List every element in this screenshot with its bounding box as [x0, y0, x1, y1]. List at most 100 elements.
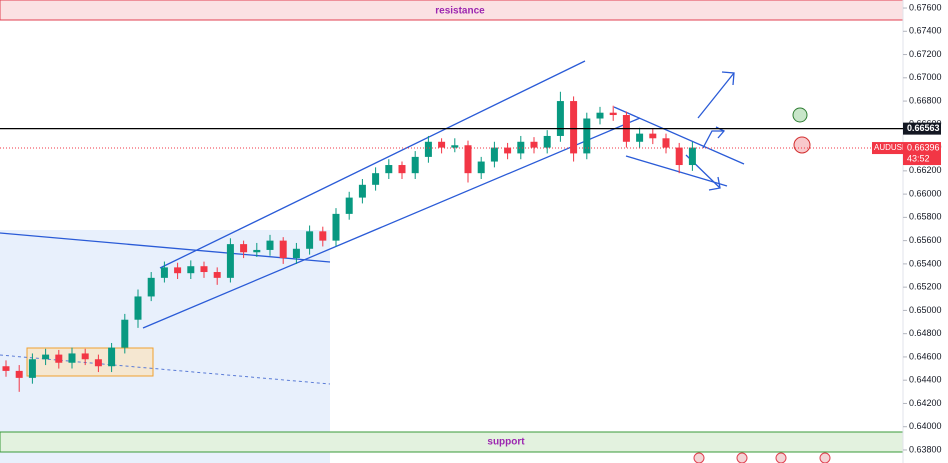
candle-body	[319, 231, 327, 241]
candle-body	[147, 277, 155, 297]
candle-body	[81, 353, 89, 360]
y-tick-label: 0.66000	[909, 188, 942, 198]
candle-body	[55, 354, 63, 363]
candle-body	[504, 147, 512, 154]
candle-body	[345, 197, 353, 214]
channel-bottom	[142, 117, 641, 329]
candle-body	[688, 147, 696, 166]
candle-body	[42, 354, 50, 360]
event-icon[interactable]	[693, 452, 705, 463]
arrow-head	[708, 176, 721, 191]
wedge-bottom	[625, 155, 728, 187]
candle-body	[649, 133, 657, 139]
candle-body	[68, 353, 76, 363]
y-tick-label: 0.65600	[909, 235, 942, 245]
y-tick-label: 0.63800	[909, 444, 942, 454]
candle-body	[332, 213, 340, 241]
last-price-box	[903, 142, 941, 166]
candle-body	[583, 118, 591, 154]
event-icon[interactable]	[819, 452, 831, 463]
candle-body	[543, 135, 551, 148]
candle-body	[174, 267, 182, 274]
y-tick-label: 0.66200	[909, 165, 942, 175]
reference-price-label: 0.66563	[907, 123, 940, 133]
candle-body	[306, 231, 314, 249]
candle-body	[451, 145, 459, 148]
y-tick-label: 0.64000	[909, 421, 942, 431]
last-price-label: 0.66396	[907, 142, 940, 152]
candle-body	[675, 147, 683, 166]
candle-body	[411, 156, 419, 174]
target-circle	[792, 107, 808, 123]
candle-body	[490, 147, 498, 162]
candle-body	[160, 267, 168, 278]
candle-body	[385, 165, 393, 174]
event-icon[interactable]	[736, 452, 748, 463]
symbol-box	[872, 142, 903, 155]
y-tick-label: 0.65400	[909, 258, 942, 268]
candle-body	[477, 161, 485, 174]
candle-body	[636, 133, 644, 142]
trend-dash	[0, 354, 331, 385]
reference-price-box	[903, 122, 941, 135]
countdown-label: 43:52	[907, 153, 930, 163]
candle-body	[15, 370, 23, 378]
y-tick-label: 0.64800	[909, 328, 942, 338]
y-tick-label: 0.65200	[909, 282, 942, 292]
candle-body	[358, 184, 366, 198]
candle-body	[2, 366, 10, 371]
y-tick-label: 0.67600	[909, 2, 942, 12]
candle-body	[266, 240, 274, 250]
candle-body	[424, 141, 432, 157]
y-tick-label: 0.67200	[909, 49, 942, 59]
event-icons	[693, 452, 831, 463]
candle-body	[187, 266, 195, 274]
symbol-label: AUDUSD	[874, 143, 908, 152]
candle-body	[226, 244, 234, 278]
candle-body	[292, 248, 300, 259]
candle-body	[596, 112, 604, 119]
y-tick-label: 0.67400	[909, 26, 942, 36]
consolidation-box	[26, 347, 154, 377]
candle-body	[530, 141, 538, 148]
candle-body	[108, 347, 116, 367]
candle-body	[517, 141, 525, 154]
candle-body	[200, 266, 208, 273]
resistance-label: resistance	[435, 6, 485, 17]
candle-body	[134, 296, 142, 320]
candle-body	[279, 240, 287, 259]
candle-body	[464, 145, 472, 174]
support-zone	[0, 431, 904, 453]
y-tick-label: 0.64600	[909, 351, 942, 361]
candle-body	[94, 359, 102, 367]
arrow-small	[702, 130, 724, 149]
stop-circle	[793, 136, 811, 154]
arrow-head	[721, 71, 735, 86]
annotations	[0, 60, 745, 329]
arrow-up	[697, 72, 735, 119]
candle-body	[121, 319, 129, 348]
support-label: support	[487, 437, 525, 448]
trend-line	[0, 232, 331, 263]
channel-top	[159, 60, 586, 269]
event-icon[interactable]	[775, 452, 787, 463]
candle-body	[240, 244, 248, 253]
y-tick-label: 0.65000	[909, 305, 942, 315]
y-tick-label: 0.65800	[909, 212, 942, 222]
y-tick-label: 0.64200	[909, 398, 942, 408]
candle-body	[253, 249, 261, 253]
y-tick-label: 0.67000	[909, 72, 942, 82]
wedge-top	[613, 106, 745, 165]
candle-body	[556, 101, 564, 136]
candle-body	[570, 101, 578, 154]
y-tick-label: 0.64400	[909, 375, 942, 385]
candle-body	[213, 272, 221, 278]
candle-body	[28, 359, 36, 378]
candle-body	[372, 173, 380, 185]
candle-body	[398, 165, 406, 174]
candle-body	[438, 141, 446, 148]
candle-body	[662, 138, 670, 148]
y-tick-label: 0.66800	[909, 95, 942, 105]
candle-body	[609, 112, 617, 116]
